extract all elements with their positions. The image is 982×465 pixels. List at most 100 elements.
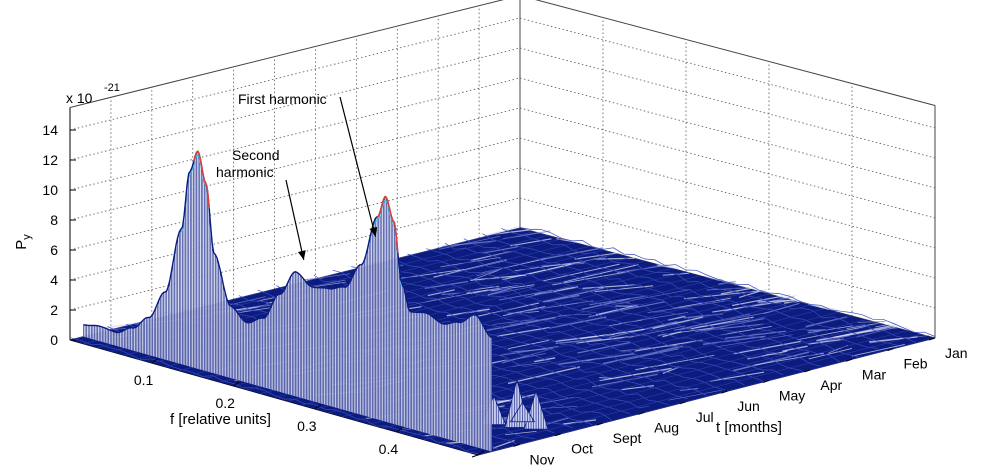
- x-axis-label: f [relative units]: [170, 411, 271, 428]
- annotation-arrows: [285, 96, 378, 260]
- left-wall-top: [69, 0, 504, 108]
- mesh-highlight: [783, 300, 802, 304]
- z-gridline-left: [69, 107, 521, 221]
- mesh-highlight: [720, 286, 758, 295]
- t-tick-label: Oct: [571, 441, 593, 457]
- t-tick-label: Jun: [737, 398, 760, 414]
- mesh-highlight: [427, 289, 455, 297]
- mesh-highlight: [712, 299, 789, 313]
- z-gridline-left: [69, 167, 521, 281]
- ridge-outline: [83, 150, 493, 339]
- mesh-highlight: [492, 319, 534, 325]
- mesh-highlight: [621, 385, 655, 391]
- t-tick-mark: [471, 454, 479, 458]
- mesh-line-f: [463, 238, 878, 349]
- mesh-highlight: [480, 316, 556, 333]
- mesh-line-f: [444, 242, 859, 358]
- z-gridline-left: [69, 197, 521, 311]
- mesh-highlight: [581, 297, 631, 311]
- mesh-highlight: [733, 351, 810, 372]
- mesh-highlight: [438, 235, 501, 250]
- mesh-highlight: [720, 325, 772, 336]
- t-tick-label: Aug: [654, 419, 679, 435]
- z-gridline-left: [69, 77, 521, 191]
- mesh-highlight: [629, 325, 686, 338]
- z-multiplier-exponent: -21: [104, 82, 120, 94]
- mesh-highlight: [497, 326, 550, 337]
- mesh-highlight: [505, 430, 537, 436]
- first-harmonic-arrow-head: [369, 226, 378, 237]
- mesh-line-f: [519, 227, 936, 337]
- t-tick-label: Sept: [613, 430, 642, 446]
- right-wall-top: [535, 0, 936, 106]
- mesh-line-f: [482, 233, 897, 346]
- mesh-highlight: [476, 268, 502, 277]
- t-tick-label: Nov: [530, 451, 555, 465]
- mesh-highlight: [595, 304, 638, 316]
- mesh-highlight: [733, 340, 801, 355]
- mesh-highlight: [808, 303, 830, 311]
- t-tick-mark: [554, 433, 562, 437]
- mesh-highlight: [738, 288, 768, 298]
- mesh-highlight: [543, 294, 580, 303]
- z-gridline-left: [69, 47, 521, 161]
- mesh-highlight: [511, 347, 554, 353]
- tick-labels: 024681012140.10.20.30.40.5DecNovOctSeptA…: [42, 122, 967, 465]
- z-gridline-back: [519, 17, 936, 129]
- mesh-highlight: [656, 264, 679, 270]
- mesh-highlight: [540, 247, 604, 261]
- z-gridline-back: [519, 137, 936, 249]
- mesh-highlight: [780, 295, 797, 299]
- mesh-highlight: [558, 313, 592, 316]
- mesh-highlight: [797, 326, 867, 341]
- f-tick-mark: [151, 358, 158, 364]
- z-gridline-back: [519, 47, 936, 159]
- z-tick-label: 2: [50, 302, 58, 318]
- f-tick-mark: [477, 450, 485, 456]
- f-tick-mark: [232, 381, 240, 387]
- mesh-highlight: [563, 264, 639, 283]
- mesh-highlight: [472, 270, 499, 281]
- f-tick-label: 0.1: [134, 372, 154, 388]
- mesh-highlight: [543, 417, 569, 426]
- mesh-line-f: [407, 253, 821, 367]
- t-tick-mark: [721, 390, 728, 394]
- z-axis-label-main: P: [13, 240, 30, 250]
- t-tick-mark: [596, 422, 603, 426]
- mesh-highlight: [574, 252, 621, 260]
- mesh-line-f: [351, 266, 764, 382]
- mesh-highlight: [507, 366, 581, 385]
- mesh-highlight: [552, 271, 630, 286]
- t-tick-label: Dec: [488, 462, 513, 465]
- mesh-highlight: [830, 324, 897, 339]
- mesh-highlight: [808, 338, 844, 345]
- mesh-highlight: [508, 339, 550, 350]
- mesh-highlight: [807, 329, 827, 332]
- mesh-highlight: [510, 238, 552, 247]
- mesh-line-t: [464, 334, 922, 452]
- mesh-line-f: [388, 255, 802, 371]
- t-tick-mark: [513, 443, 520, 447]
- z-tick-label: 8: [50, 212, 58, 228]
- t-tick-mark: [804, 369, 811, 373]
- mesh-highlight: [725, 330, 786, 339]
- mesh-highlight: [577, 341, 630, 354]
- mesh-highlight: [846, 321, 885, 329]
- mesh-highlight: [416, 291, 481, 304]
- z-multiplier-label: x 10: [66, 90, 93, 106]
- mesh-highlight: [537, 406, 578, 409]
- z-gridline-left: [69, 137, 521, 251]
- mesh-highlight: [731, 294, 791, 307]
- t-tick-label: May: [779, 388, 805, 404]
- mesh-highlight: [757, 299, 797, 303]
- y-axis-label: t [months]: [716, 419, 782, 436]
- f-tick-label: 0.2: [215, 395, 235, 411]
- mesh-highlight: [548, 316, 607, 329]
- mesh-highlight: [805, 316, 848, 328]
- mesh-highlight: [905, 325, 915, 332]
- mesh-highlight: [679, 387, 699, 392]
- f-tick-label: 0.3: [297, 418, 317, 434]
- mesh-highlight: [558, 352, 635, 365]
- z-axis-label: Py: [13, 234, 33, 250]
